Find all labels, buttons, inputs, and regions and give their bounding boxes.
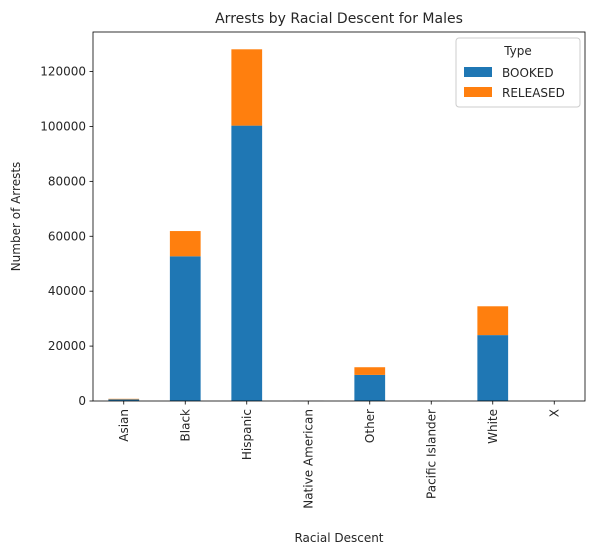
x-tick-label: Black (178, 409, 192, 442)
x-tick-label: Other (363, 409, 377, 443)
bar-black-released (169, 231, 201, 257)
bar-hispanic-booked (231, 125, 263, 402)
x-axis-label: Racial Descent (294, 531, 383, 545)
y-tick-label: 120000 (40, 65, 86, 79)
bar-asian-booked (108, 399, 140, 401)
x-tick-label: White (486, 409, 500, 444)
legend-label-released: RELEASED (502, 86, 565, 100)
y-tick-label: 60000 (48, 229, 86, 243)
y-tick-label: 80000 (48, 174, 86, 188)
legend-swatch-released (464, 87, 492, 97)
x-tick-label: X (547, 409, 561, 417)
chart-title: Arrests by Racial Descent for Males (215, 11, 463, 27)
bar-other-released (354, 367, 386, 375)
y-tick-label: 40000 (48, 284, 86, 298)
bars-layer (108, 49, 570, 402)
x-tick-label: Asian (117, 409, 131, 442)
legend-title: Type (503, 44, 532, 58)
y-tick-label: 100000 (40, 119, 86, 133)
y-axis-label: Number of Arrests (9, 162, 23, 272)
bar-other-booked (354, 374, 386, 401)
x-axis-ticks: Asian Black Hispanic Native American Other Pa… (117, 401, 561, 509)
legend: Type BOOKED RELEASED (455, 37, 581, 108)
legend-swatch-booked (464, 67, 492, 77)
bar-hispanic-released (231, 49, 263, 126)
y-tick-label: 20000 (48, 339, 86, 353)
bar-white-released (477, 306, 509, 336)
x-tick-label: Pacific Islander (424, 409, 438, 499)
x-tick-label: Hispanic (240, 409, 254, 460)
bar-black-booked (169, 256, 201, 401)
bar-white-booked (477, 335, 509, 401)
y-tick-label: 0 (78, 394, 86, 408)
plot-frame (92, 31, 586, 402)
x-tick-label: Native American (301, 409, 315, 509)
y-axis-ticks: 0 20000 40000 60000 80000 100000 120000 (40, 65, 93, 408)
bar-asian-released (108, 398, 140, 400)
legend-label-booked: BOOKED (502, 66, 554, 80)
